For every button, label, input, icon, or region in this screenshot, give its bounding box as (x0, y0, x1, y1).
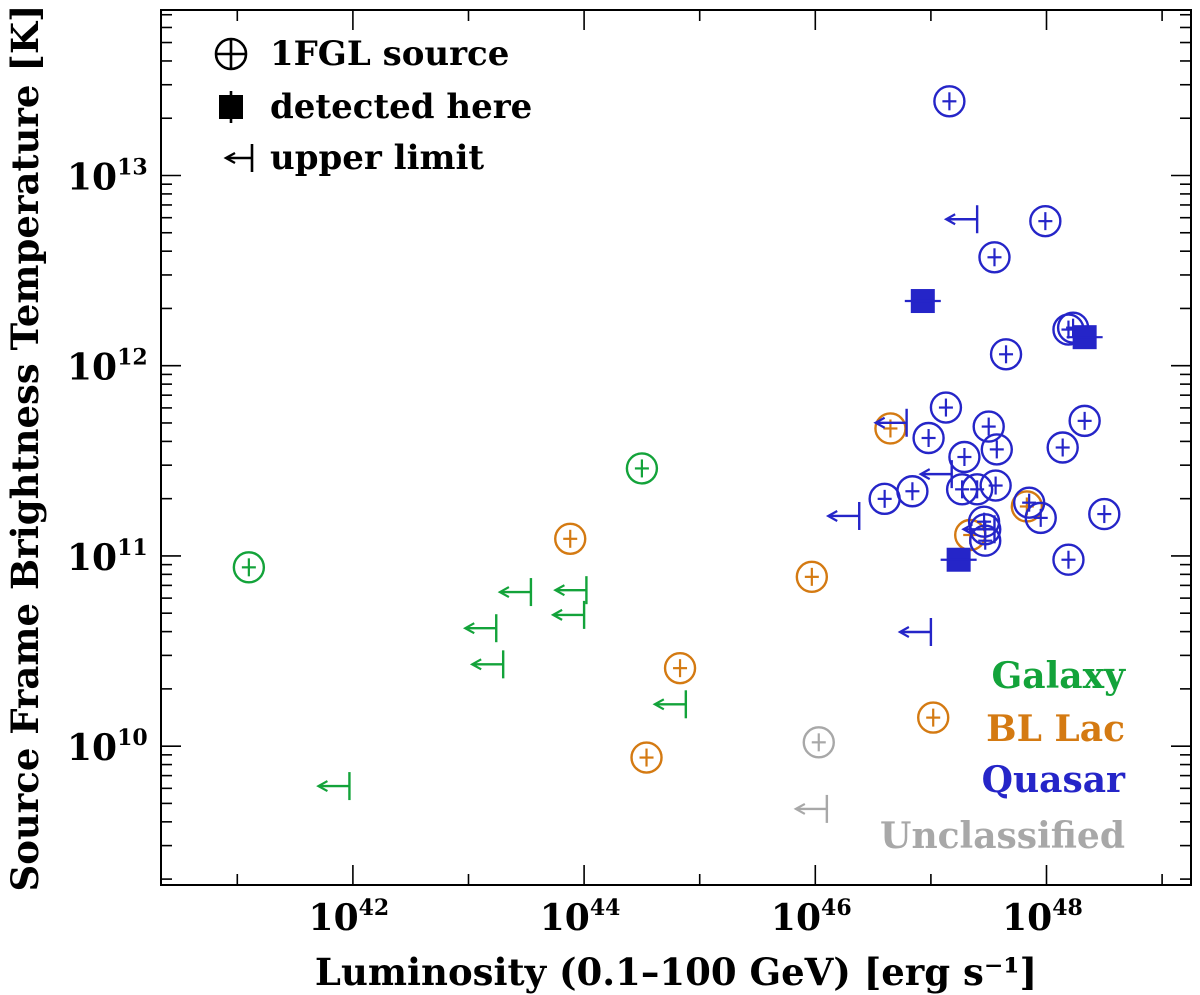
upper-limit-marker (497, 578, 533, 607)
source-marker (630, 741, 663, 774)
source-marker (554, 522, 587, 556)
source-marker (929, 391, 963, 424)
filled-square-icon (219, 91, 243, 123)
legend: 1FGL source detected here upper limit (214, 34, 532, 178)
source-marker (979, 469, 1012, 502)
upper-limit-marker (462, 614, 498, 643)
class-label-bl-lac: BL Lac (986, 708, 1125, 750)
upper-limit-marker (825, 501, 861, 530)
detection-marker (1066, 325, 1103, 350)
y-tick-label: 1010 (67, 725, 148, 769)
class-labels: Galaxy BL Lac Quasar Unclassified (880, 655, 1126, 857)
upper-limit-marker (469, 650, 505, 679)
detection-marker (904, 289, 941, 314)
source-marker (933, 85, 966, 118)
upper-limit-marker (316, 772, 351, 801)
class-label-quasar: Quasar (982, 759, 1126, 801)
source-marker (625, 452, 659, 485)
source-marker (980, 433, 1013, 466)
source-marker (1052, 543, 1085, 576)
y-tick-label: 1011 (67, 535, 148, 579)
class-label-unclassified: Unclassified (880, 815, 1125, 857)
source-marker (1046, 431, 1079, 464)
circle-cross-icon (214, 37, 248, 71)
upper-limit-marker (897, 618, 933, 647)
legend-label-source: 1FGL source (270, 34, 509, 74)
source-marker (232, 551, 266, 584)
legend-item-detected: detected here (219, 87, 532, 127)
source-marker (896, 475, 929, 508)
source-marker (917, 701, 950, 734)
upper-limit-icon (223, 144, 254, 172)
source-marker (1029, 204, 1062, 238)
source-marker (989, 338, 1023, 371)
upper-limit-marker (553, 576, 588, 605)
tick-labels: 1042 1044 1046 1048 1010 1011 1012 1013 (67, 154, 1083, 939)
source-marker (1024, 501, 1057, 535)
plot-frame (160, 9, 1192, 886)
source-marker (972, 410, 1005, 443)
x-tick-label: 1042 (309, 895, 390, 939)
source-marker (969, 524, 1002, 557)
y-axis-label: Source Frame Brightness Temperature [K] (3, 4, 47, 891)
upper-limit-marker (943, 205, 979, 234)
source-marker (948, 440, 981, 474)
source-marker (1068, 404, 1101, 438)
y-tick-label: 1012 (67, 345, 148, 389)
upper-limit-marker (873, 408, 908, 437)
legend-item-source: 1FGL source (214, 34, 509, 74)
upper-limit-marker (652, 690, 688, 719)
x-tick-label: 1046 (771, 895, 852, 939)
source-marker (978, 241, 1011, 274)
source-marker (868, 482, 901, 516)
legend-item-upper-limit: upper limit (223, 138, 484, 178)
x-axis-label: Luminosity (0.1–100 GeV) [erg s⁻¹] (315, 950, 1037, 994)
class-label-galaxy: Galaxy (992, 655, 1127, 697)
source-marker (795, 560, 829, 594)
source-marker (802, 726, 835, 759)
upper-limit-marker (550, 600, 586, 629)
source-marker (912, 421, 945, 455)
y-tick-label: 1013 (67, 154, 148, 198)
x-tick-label: 1048 (1002, 895, 1083, 939)
legend-label-upper-limit: upper limit (270, 138, 484, 178)
detection-marker (940, 547, 977, 572)
axis-ticks (161, 10, 1191, 885)
source-marker (663, 651, 697, 685)
legend-label-detected: detected here (270, 87, 532, 127)
x-tick-label: 1044 (540, 895, 621, 939)
source-marker (1088, 497, 1121, 531)
source-marker (874, 412, 907, 445)
data-marks (232, 85, 1121, 823)
upper-limit-marker (793, 794, 829, 823)
